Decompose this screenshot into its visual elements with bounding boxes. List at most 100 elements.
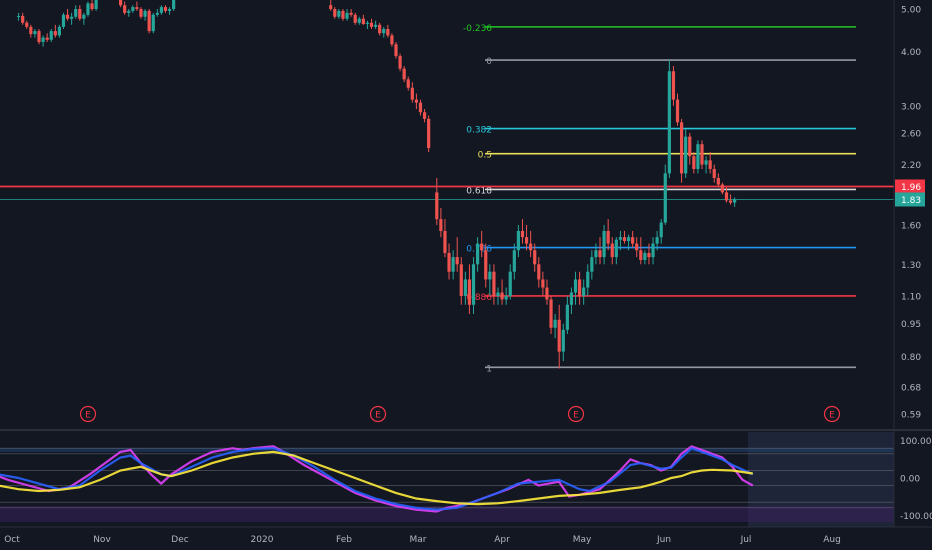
candle-body	[78, 9, 82, 19]
candle-body	[582, 287, 586, 296]
candle-body	[626, 237, 631, 241]
candle-body	[667, 71, 671, 174]
price-axis-tick-label: 2.20	[901, 161, 921, 171]
oscillator-series-line	[0, 450, 753, 506]
candle-body	[21, 15, 25, 23]
candle-body	[49, 31, 53, 40]
candle-body	[410, 87, 414, 100]
candle-body	[684, 136, 688, 174]
candle-body	[614, 239, 618, 258]
price-axis-tick-label: 5.00	[901, 6, 921, 16]
candle-body	[524, 237, 529, 244]
candle-body	[663, 173, 667, 223]
time-axis-label: Jul	[740, 535, 752, 545]
candle-body	[131, 7, 135, 11]
candle-body	[119, 0, 123, 6]
price-axis-tick-label: 1.60	[901, 221, 921, 231]
candle-body	[61, 14, 66, 27]
price-axis-tick-label: 0.95	[901, 320, 921, 330]
candle-body	[659, 222, 663, 238]
candles-layer	[17, 0, 737, 369]
candle-body	[635, 243, 639, 251]
candle-body	[618, 237, 622, 240]
candle-body	[704, 160, 708, 165]
candle-body	[480, 243, 484, 251]
price-axis-tick-label: 0.59	[901, 411, 921, 421]
candle-body	[435, 192, 439, 220]
candle-body	[365, 22, 370, 24]
oscillator-series-line	[0, 445, 754, 513]
candle-body	[463, 279, 467, 296]
candle-body	[724, 192, 729, 201]
candle-body	[151, 14, 155, 32]
candle-body	[655, 237, 659, 244]
price-axis[interactable]: 5.00 4.00 3.00 2.60 2.20 1.60 1.30 1.10 0.95 0.80…	[901, 6, 921, 421]
earnings-marker	[369, 405, 387, 423]
candle-body	[361, 18, 365, 24]
candle-body	[159, 7, 163, 13]
candle-body	[402, 68, 406, 80]
candle-body	[508, 271, 512, 296]
candle-body	[139, 9, 143, 17]
candle-body	[123, 5, 127, 13]
candle-body	[476, 243, 480, 265]
fib-level-label: 1	[486, 364, 492, 374]
oscillator-axis[interactable]: 100.00 0.00 -100.00	[900, 437, 932, 522]
candle-body	[345, 12, 349, 19]
price-axis-tick-label: 0.80	[901, 353, 921, 363]
time-axis-label: Nov	[93, 535, 111, 545]
earnings-marker-label: E	[375, 411, 381, 421]
oscillator-series-line	[0, 446, 754, 511]
price-axis-tick-label: 3.00	[901, 102, 921, 112]
candle-body	[65, 14, 70, 19]
candle-body	[606, 230, 610, 244]
candle-body	[374, 24, 378, 27]
candle-body	[337, 10, 341, 17]
time-axis[interactable]: Oct Nov Dec 2020 Feb Mar Apr May Jun Jul Aug	[4, 535, 841, 545]
candle-body	[29, 26, 33, 35]
candle-body	[545, 287, 549, 300]
candle-body	[398, 56, 402, 69]
candle-body	[386, 28, 390, 36]
price-markers: 1.96 1.83	[895, 179, 925, 207]
horizontal-lines-layer	[0, 185, 894, 200]
earnings-marker-label: E	[85, 411, 91, 421]
candle-body	[147, 10, 151, 32]
oscillator-axis-tick-label: 100.00	[900, 437, 932, 447]
candle-body	[163, 7, 168, 11]
candle-body	[557, 319, 561, 352]
candle-body	[127, 10, 131, 13]
candle-body	[422, 112, 427, 119]
candle-body	[471, 264, 476, 305]
candle-body	[733, 199, 737, 203]
candle-body	[569, 292, 574, 305]
candle-body	[712, 168, 716, 178]
price-axis-tick-label: 4.00	[901, 48, 921, 58]
candle-body	[578, 279, 582, 296]
candle-body	[447, 252, 451, 272]
fib-level-label: 0	[486, 57, 492, 67]
candle-body	[488, 271, 492, 280]
price-axis-tick-label: 1.30	[901, 261, 921, 271]
candle-body	[41, 37, 45, 43]
candle-body	[675, 99, 680, 123]
candle-body	[17, 15, 21, 17]
candle-body	[329, 5, 333, 9]
candle-body	[643, 252, 647, 260]
candle-body	[382, 28, 386, 34]
price-axis-tick-label: 0.68	[901, 384, 921, 394]
candle-body	[451, 257, 455, 272]
oscillator-zone-bottom	[0, 506, 894, 522]
price-marker-box	[895, 179, 925, 194]
candle-body	[671, 71, 676, 100]
candle-body	[418, 102, 423, 113]
candle-body	[529, 243, 533, 251]
candle-body	[357, 18, 361, 23]
candle-body	[74, 9, 78, 17]
fib-level-label: 0.618	[466, 186, 492, 196]
candle-body	[500, 292, 504, 300]
candle-body	[484, 250, 488, 280]
candle-body	[496, 292, 500, 296]
candle-body	[696, 144, 700, 169]
time-axis-label: Jun	[656, 535, 671, 545]
